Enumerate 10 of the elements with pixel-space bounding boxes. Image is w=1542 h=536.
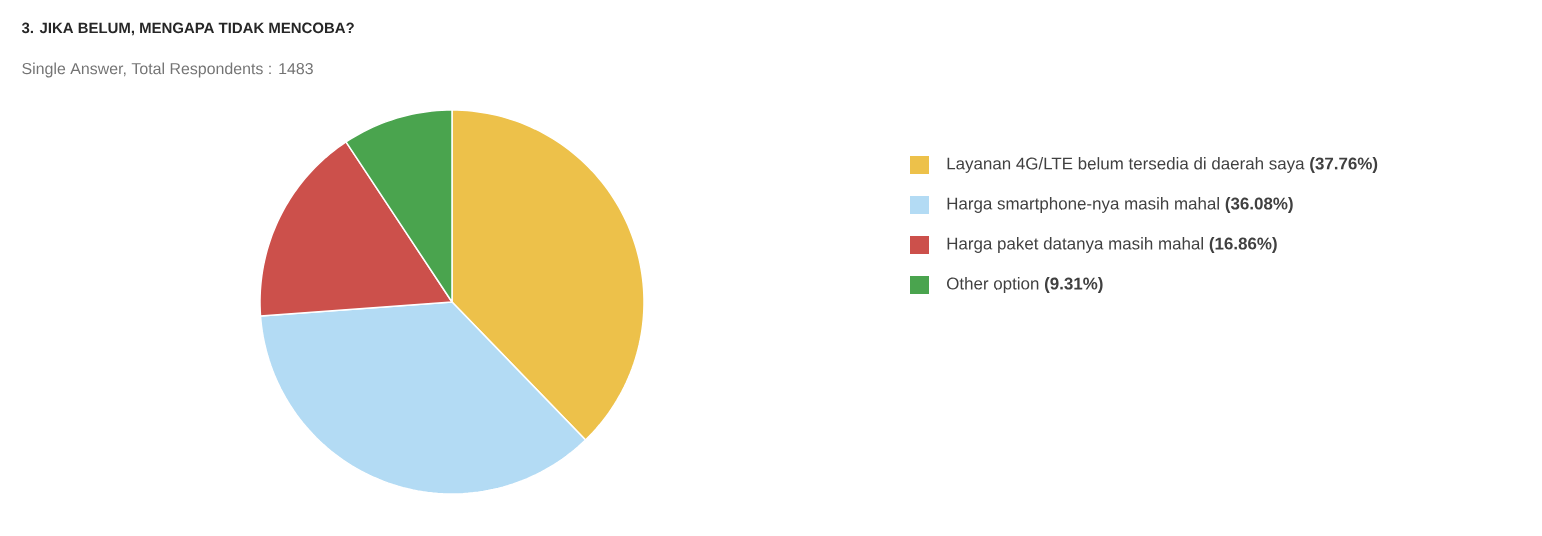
legend-label: Layanan 4G/LTE belum tersedia di daerah saya — [947, 157, 1305, 173]
chart-subtitle: Single Answer, Total Respondents : 1483 — [22, 62, 313, 78]
data-label: (36.08%) — [1225, 197, 1293, 213]
data-label: (9.31%) — [1044, 277, 1103, 293]
data-label: (37.76%) — [1310, 157, 1378, 173]
legend-label: Harga paket datanya masih mahal — [947, 237, 1203, 253]
legend-label: Harga smartphone-nya masih mahal — [947, 197, 1219, 213]
chart-title: 3. JIKA BELUM, MENGAPA TIDAK MENCOBA? — [21, 22, 354, 36]
legend-label: Other option — [947, 277, 1039, 293]
data-label: (16.86%) — [1209, 237, 1277, 253]
